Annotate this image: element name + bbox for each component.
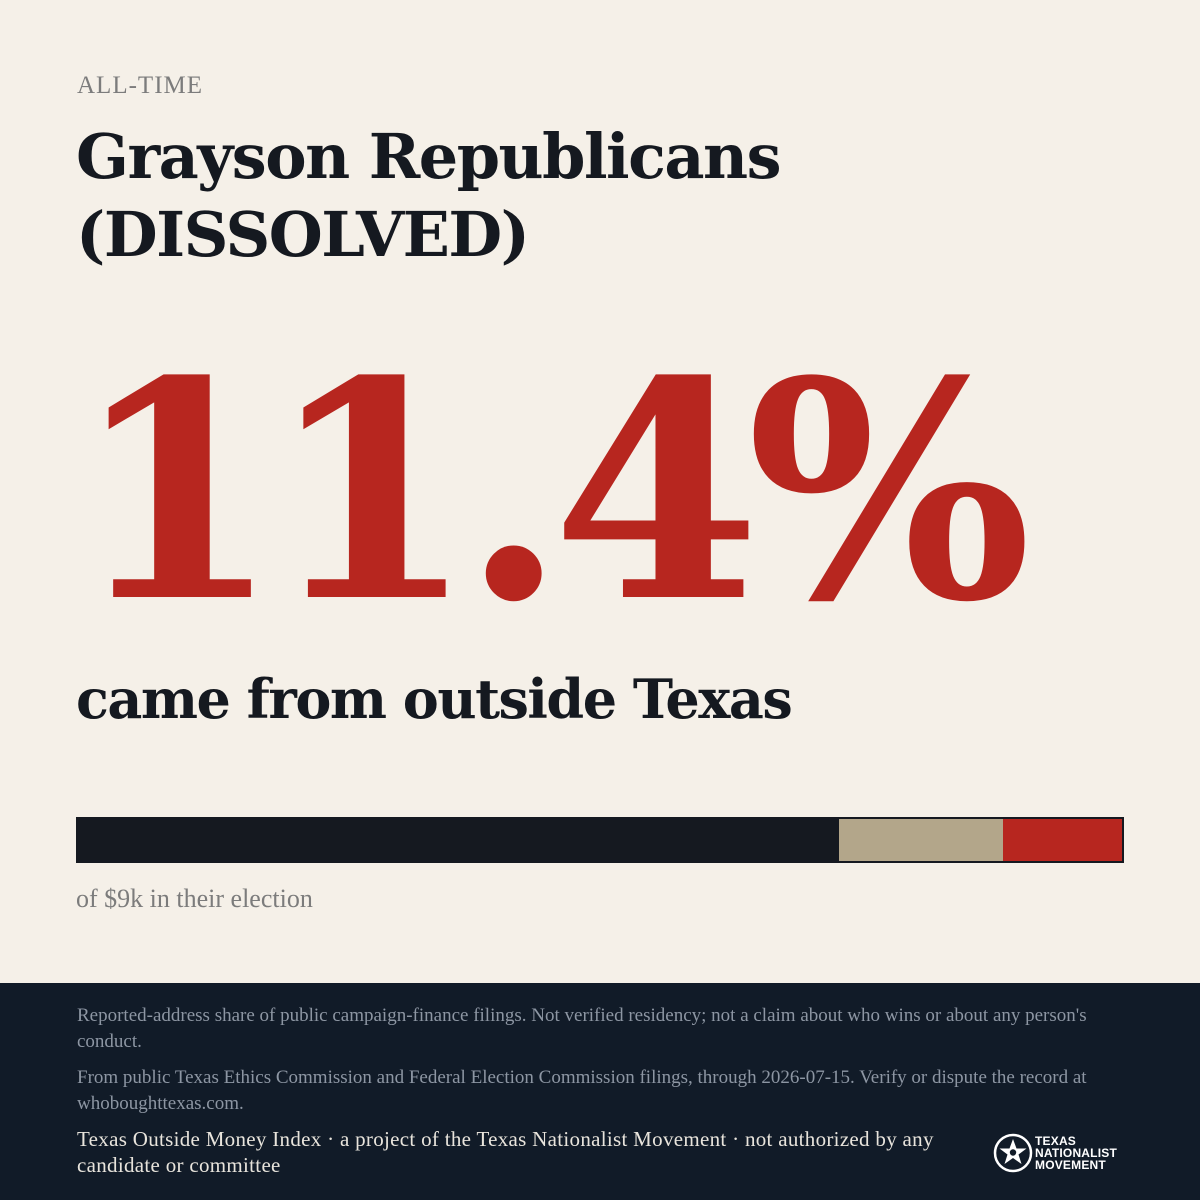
logo-line-2: NATIONALIST <box>1035 1146 1117 1160</box>
share-bar-segment-3 <box>1002 819 1122 861</box>
share-bar-segment-1 <box>78 819 839 861</box>
main-panel: ALL-TIME Grayson Republicans (DISSOLVED)… <box>72 72 1124 913</box>
headline-subline: came from outside Texas <box>76 667 793 731</box>
eyebrow-label: ALL-TIME <box>77 72 204 99</box>
logo-line-1: TEXAS <box>1035 1134 1077 1148</box>
logo-line-3: MOVEMENT <box>1035 1158 1106 1172</box>
page-title: Grayson Republicans (DISSOLVED) <box>76 120 782 271</box>
share-bar-segment-2 <box>838 819 1003 861</box>
footer-credit: Texas Outside Money Index · a project of… <box>77 1127 934 1177</box>
share-bar <box>76 817 1124 863</box>
footer-source-note: From public Texas Ethics Commission and … <box>77 1067 1087 1114</box>
tnm-logo: TEXAS NATIONALIST MOVEMENT <box>993 1131 1133 1175</box>
headline-percentage: 11.4% <box>72 315 1032 668</box>
logo-wordmark: TEXAS NATIONALIST MOVEMENT <box>1035 1135 1117 1171</box>
footer-disclaimer: Reported-address share of public campaig… <box>77 1005 1087 1052</box>
star-seal-icon <box>993 1133 1033 1173</box>
share-bar-caption: of $9k in their election <box>76 884 313 913</box>
